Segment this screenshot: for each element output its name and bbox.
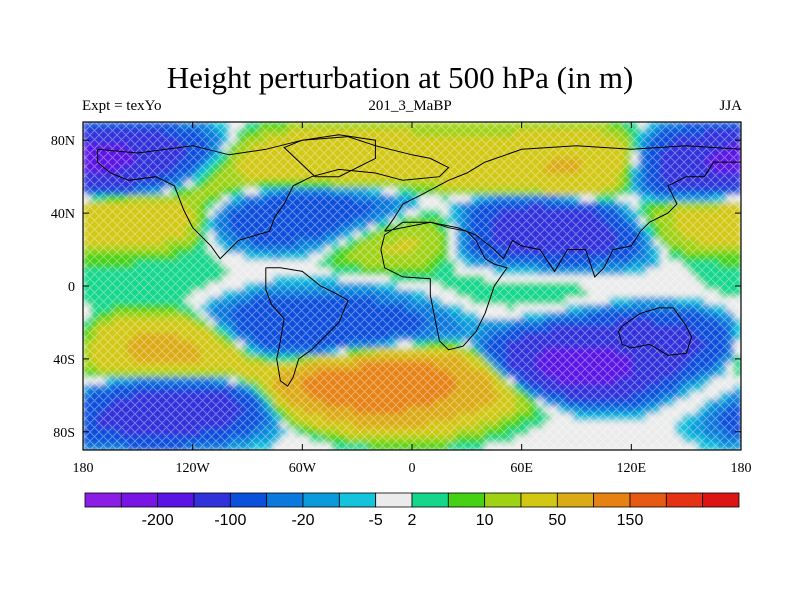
colorbar-box bbox=[302, 492, 340, 508]
lat-tick-label: 80S bbox=[53, 426, 75, 441]
colorbar-box bbox=[702, 492, 740, 508]
lat-tick-label: 0 bbox=[68, 280, 75, 295]
coastline bbox=[283, 134, 376, 178]
colorbar-label: -20 bbox=[291, 512, 314, 529]
colorbar: -200 -100 -20 -5 2 10 50 150 bbox=[84, 492, 740, 529]
plot-title: Height perturbation at 500 hPa (in m) bbox=[166, 60, 634, 95]
axis-ticks: 80N 40N 0 40S 80S 180 120W 60W 0 60E 120E 180 bbox=[51, 122, 752, 476]
lon-tick-label: 120E bbox=[617, 461, 647, 476]
lat-tick-label: 80N bbox=[51, 134, 75, 149]
lat-tick-label: 40S bbox=[53, 353, 75, 368]
left-string: Expt = texYo bbox=[82, 98, 162, 114]
colorbar-box bbox=[629, 492, 667, 508]
center-string: 201_3_MaBP bbox=[368, 98, 452, 114]
colorbar-box bbox=[338, 492, 377, 508]
colorbar-label: 10 bbox=[476, 512, 494, 529]
stipple-overlay bbox=[83, 122, 741, 450]
lat-tick-label: 40N bbox=[51, 207, 75, 222]
colorbar-label: 50 bbox=[548, 512, 566, 529]
coastline bbox=[380, 221, 508, 351]
coastlines bbox=[97, 134, 741, 387]
colorbar-box bbox=[375, 492, 413, 508]
lon-tick-label: 180 bbox=[731, 461, 752, 476]
colorbar-box bbox=[229, 492, 268, 508]
lon-tick-label: 60W bbox=[289, 461, 317, 476]
right-string: JJA bbox=[719, 98, 742, 114]
colorbar-box bbox=[266, 492, 304, 508]
colorbar-box bbox=[665, 492, 704, 508]
lon-tick-label: 60E bbox=[510, 461, 533, 476]
colorbar-box bbox=[484, 492, 522, 508]
coastline bbox=[617, 307, 693, 356]
colorbar-box bbox=[157, 492, 195, 508]
colorbar-box bbox=[447, 492, 486, 508]
colorbar-box bbox=[411, 492, 449, 508]
colorbar-label: -100 bbox=[214, 512, 246, 529]
colorbar-label: -5 bbox=[369, 512, 383, 529]
coastline bbox=[265, 267, 349, 387]
colorbar-box bbox=[556, 492, 595, 508]
colorbar-box bbox=[193, 492, 231, 508]
colorbar-box bbox=[84, 492, 122, 508]
colorbar-label: 2 bbox=[408, 512, 417, 529]
colorbar-label: 150 bbox=[617, 512, 644, 529]
colorbar-label: -200 bbox=[142, 512, 174, 529]
colorbar-box bbox=[520, 492, 558, 508]
coastline bbox=[384, 145, 741, 278]
lon-tick-label: 180 bbox=[73, 461, 94, 476]
lon-tick-label: 0 bbox=[409, 461, 416, 476]
colorbar-box bbox=[120, 492, 159, 508]
coastline bbox=[97, 136, 450, 260]
colorbar-box bbox=[593, 492, 631, 508]
lon-tick-label: 120W bbox=[176, 461, 211, 476]
